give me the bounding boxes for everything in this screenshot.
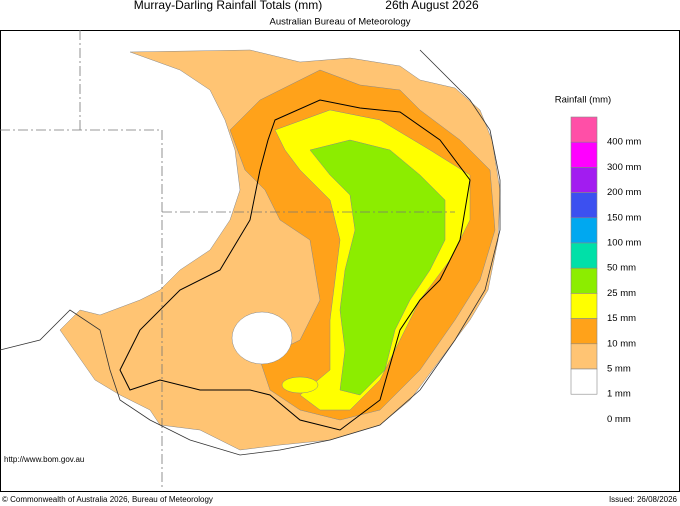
legend: Rainfall (mm) 400 mm 300 mm 200 mm 150 mm 10… xyxy=(555,95,642,425)
legend-label: 0 mm xyxy=(607,414,631,425)
map-title: Murray-Darling Rainfall Totals (mm) xyxy=(134,0,322,12)
footer-issued: Issued: 26/08/2026 xyxy=(609,495,678,504)
legend-swatch xyxy=(570,293,598,319)
legend-swatch xyxy=(570,318,598,345)
legend-swatch xyxy=(570,267,598,294)
legend-label: 150 mm xyxy=(607,212,641,223)
legend-swatch xyxy=(570,141,598,168)
legend-label: 400 mm xyxy=(607,137,641,148)
map-date: 26th August 2026 xyxy=(385,0,479,12)
legend-title: Rainfall (mm) xyxy=(555,95,611,106)
legend-label: 25 mm xyxy=(607,288,636,299)
legend-label: 50 mm xyxy=(607,263,636,274)
coastline xyxy=(0,49,501,456)
state-borders xyxy=(0,30,455,490)
legend-swatch xyxy=(570,167,598,193)
legend-swatch xyxy=(570,192,598,219)
legend-label: 1 mm xyxy=(607,389,631,400)
legend-label: 100 mm xyxy=(607,238,641,249)
footer-copyright: © Commonwealth of Australia 2026, Bureau… xyxy=(2,495,213,504)
legend-label: 200 mm xyxy=(607,187,641,198)
legend-swatch xyxy=(570,242,598,269)
legend-swatch xyxy=(570,343,598,370)
legend-label: 5 mm xyxy=(607,364,631,375)
basin-outline xyxy=(119,99,471,431)
rainfall-shading xyxy=(59,49,501,451)
legend-label: 300 mm xyxy=(607,162,641,173)
footer-url: http://www.bom.gov.au xyxy=(4,455,84,464)
legend-swatch xyxy=(570,116,598,143)
legend-label: 15 mm xyxy=(607,313,636,324)
map-subtitle: Australian Bureau of Meteorology xyxy=(270,17,411,28)
legend-swatch xyxy=(570,217,598,244)
legend-label: 10 mm xyxy=(607,338,636,349)
legend-swatch xyxy=(570,368,598,395)
